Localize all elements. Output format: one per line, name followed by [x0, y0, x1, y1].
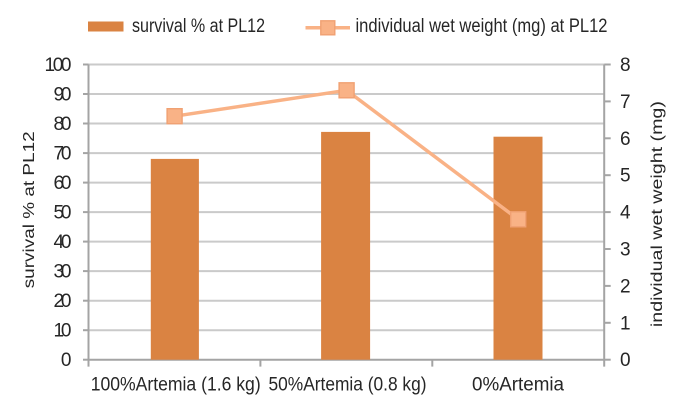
- svg-text:1: 1: [620, 313, 631, 334]
- svg-text:50%Artemia (0.8 kg): 50%Artemia (0.8 kg): [269, 375, 427, 396]
- svg-text:0: 0: [620, 350, 631, 371]
- svg-text:100%Artemia (1.6 kg): 100%Artemia (1.6 kg): [91, 375, 261, 396]
- svg-text:30: 30: [54, 262, 72, 283]
- svg-text:20: 20: [54, 291, 72, 312]
- svg-text:2: 2: [620, 276, 631, 297]
- svg-text:6: 6: [620, 129, 631, 150]
- svg-text:70: 70: [54, 144, 72, 165]
- svg-text:survival % at PL12: survival % at PL12: [132, 16, 265, 37]
- svg-text:individual wet weight (mg): individual wet weight (mg): [649, 101, 666, 327]
- svg-text:0: 0: [61, 350, 72, 371]
- svg-text:8: 8: [620, 55, 631, 76]
- svg-text:40: 40: [54, 232, 72, 253]
- svg-text:3: 3: [620, 240, 631, 261]
- svg-text:5: 5: [620, 166, 631, 187]
- svg-text:4: 4: [620, 203, 631, 224]
- svg-text:survival % at PL12: survival % at PL12: [21, 131, 38, 288]
- svg-text:90: 90: [54, 85, 72, 106]
- svg-text:10: 10: [54, 321, 72, 342]
- svg-text:80: 80: [54, 114, 72, 135]
- svg-text:7: 7: [620, 92, 631, 113]
- svg-text:individual wet weight (mg) at: individual wet weight (mg) at PL12: [356, 16, 608, 37]
- svg-text:50: 50: [54, 203, 72, 224]
- svg-text:0%Artemia: 0%Artemia: [472, 375, 564, 396]
- svg-text:100: 100: [45, 55, 72, 76]
- svg-text:60: 60: [54, 173, 72, 194]
